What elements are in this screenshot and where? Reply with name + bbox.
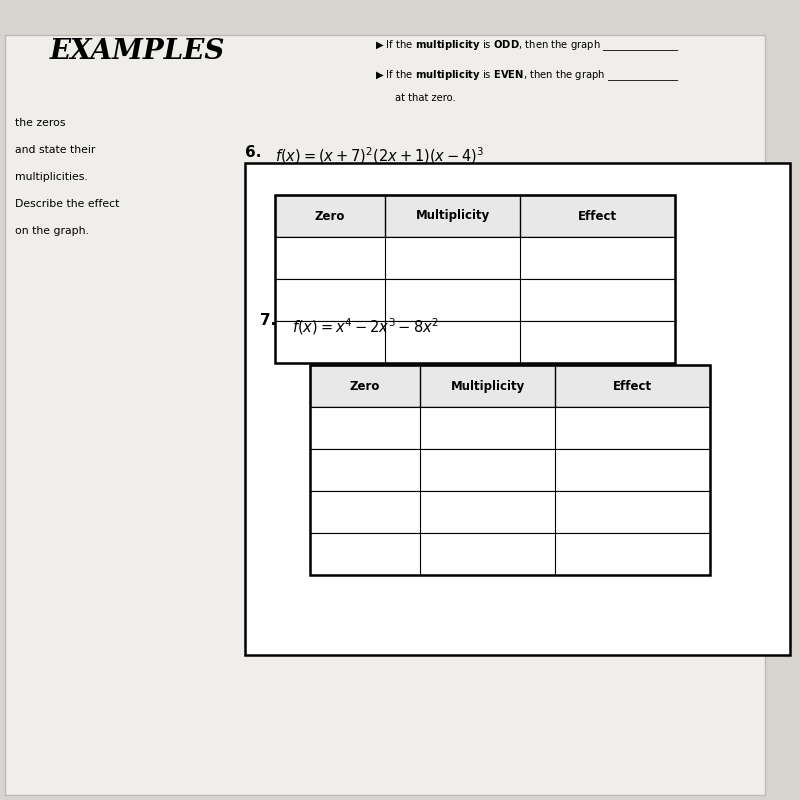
Text: Zero: Zero (315, 210, 345, 222)
Text: Zero: Zero (350, 379, 380, 393)
Bar (275, 321, 675, 363)
Text: Effect: Effect (578, 210, 617, 222)
Bar (275, 279, 675, 321)
Text: EXAMPLES: EXAMPLES (50, 38, 226, 65)
Text: the zeros: the zeros (15, 118, 66, 128)
Bar (275, 195, 675, 237)
Bar (275, 195, 675, 363)
Text: 6.: 6. (245, 145, 262, 160)
Text: $f(x) = (x+7)^2(2x+1)(x-4)^3$: $f(x) = (x+7)^2(2x+1)(x-4)^3$ (275, 145, 484, 166)
Text: 7.: 7. (260, 313, 276, 328)
Text: ▶ If the $\bf{multiplicity}$ is $\bf{EVEN}$, then the graph ______________: ▶ If the $\bf{multiplicity}$ is $\bf{EVE… (375, 68, 679, 83)
Text: ▶ If the $\bf{multiplicity}$ is $\bf{ODD}$, then the graph _______________: ▶ If the $\bf{multiplicity}$ is $\bf{ODD… (375, 38, 680, 53)
FancyBboxPatch shape (5, 35, 765, 795)
Bar (310, 533, 710, 575)
Bar (275, 237, 675, 279)
Text: Multiplicity: Multiplicity (415, 210, 490, 222)
Bar (310, 449, 710, 491)
Bar (310, 491, 710, 533)
Text: multiplicities.: multiplicities. (15, 172, 88, 182)
Text: and state their: and state their (15, 145, 95, 155)
Text: on the graph.: on the graph. (15, 226, 89, 236)
Text: Describe the effect: Describe the effect (15, 199, 119, 209)
Text: at that zero.: at that zero. (395, 93, 456, 103)
Bar (310, 365, 710, 407)
Bar (245, 163, 790, 655)
Text: Multiplicity: Multiplicity (450, 379, 525, 393)
Bar (310, 365, 710, 575)
Text: Effect: Effect (613, 379, 652, 393)
Text: $f(x) = x^4 - 2x^3 - 8x^2$: $f(x) = x^4 - 2x^3 - 8x^2$ (292, 316, 439, 337)
Bar (310, 407, 710, 449)
